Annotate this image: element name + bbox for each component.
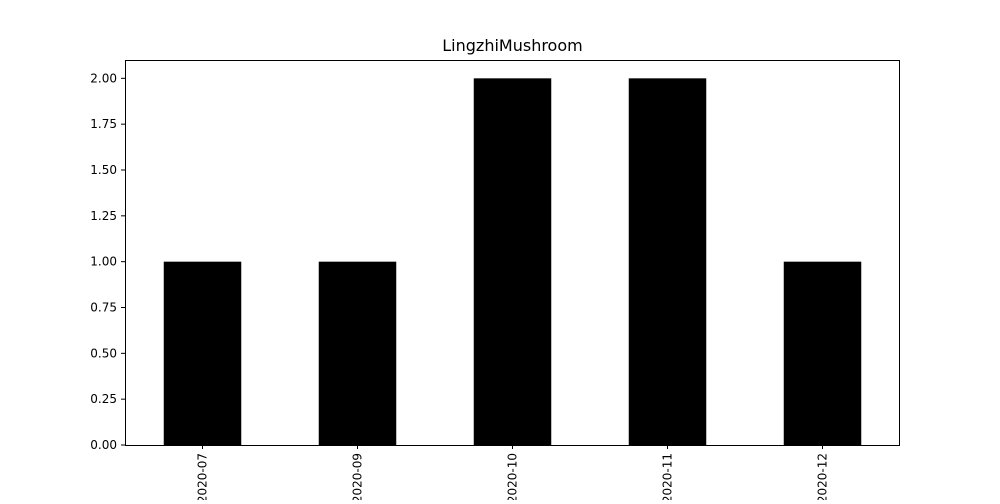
- bar-2020-09: [318, 261, 397, 445]
- y-tick-label: 2.00: [90, 71, 117, 85]
- bar-2020-10: [473, 78, 552, 445]
- x-tick-label: 2020-12: [816, 453, 830, 500]
- y-tick-label: 1.25: [90, 209, 117, 223]
- y-tick-label: 0.00: [90, 438, 117, 452]
- y-tick-label: 1.50: [90, 163, 117, 177]
- x-tick-label: 2020-07: [196, 453, 210, 500]
- x-tick-label: 2020-10: [506, 453, 520, 500]
- y-tick-label: 0.25: [90, 392, 117, 406]
- bars-layer: [163, 78, 862, 445]
- bar-2020-07: [163, 261, 242, 445]
- x-tick-label: 2020-11: [661, 453, 675, 500]
- chart-title: LingzhiMushroom: [442, 36, 582, 55]
- y-tick-label: 1.00: [90, 255, 117, 269]
- x-tick-label: 2020-09: [351, 453, 365, 500]
- bar-2020-12: [783, 261, 862, 445]
- bar-2020-11: [628, 78, 707, 445]
- plot-frame: [125, 60, 900, 446]
- y-axis: 0.00 0.25 0.50 0.75 1.00 1.25 1.50 1.75 2.00: [90, 71, 125, 452]
- y-tick-label: 1.75: [90, 117, 117, 131]
- x-axis: 2020-07 2020-09 2020-10 2020-11 2020-12: [196, 445, 830, 503]
- y-tick-label: 0.50: [90, 346, 117, 360]
- y-tick-label: 0.75: [90, 301, 117, 315]
